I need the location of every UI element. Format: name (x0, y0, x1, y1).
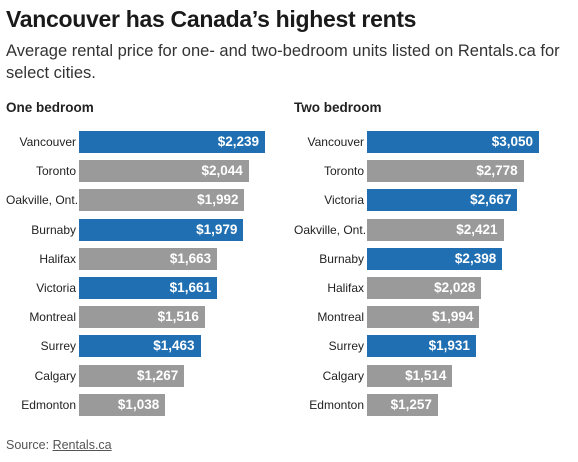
value-label: $1,663 (169, 250, 212, 266)
source-label: Source: (6, 438, 53, 452)
category-label: Montreal (29, 310, 76, 325)
value-label: $2,398 (454, 250, 497, 266)
bar: $1,463 (79, 335, 201, 358)
bar: $2,028 (367, 277, 482, 299)
bar: $2,667 (367, 189, 518, 212)
category-label: Vancouver (19, 135, 76, 149)
source-note: Source: Rentals.ca (6, 438, 112, 452)
bar: $2,778 (367, 160, 524, 183)
category-label: Toronto (35, 164, 76, 179)
category-label: Montreal (317, 310, 364, 325)
category-label: Surrey (328, 339, 364, 354)
category-label: Burnaby (319, 251, 364, 266)
source-link[interactable]: Rentals.ca (52, 438, 112, 452)
value-label: $2,044 (201, 163, 243, 179)
bar: $2,044 (79, 160, 249, 183)
bar: $1,516 (79, 306, 205, 329)
bar: $1,267 (79, 364, 185, 387)
category-label: Halifax (39, 251, 76, 266)
value-label: $1,514 (405, 367, 447, 383)
category-label: Surrey (40, 339, 76, 354)
category-label: Victoria (36, 281, 76, 295)
bar: $1,257 (367, 393, 438, 416)
category-label: Burnaby (31, 222, 76, 237)
value-label: $2,239 (217, 134, 259, 149)
chart-subtitle: Average rental price for one- and two-be… (6, 42, 560, 82)
value-label: $1,257 (390, 396, 432, 412)
bar: $1,038 (79, 393, 166, 416)
category-label: Victoria (324, 193, 364, 208)
value-label: $1,267 (136, 367, 179, 383)
panel-title-one-bedroom: One bedroom (6, 100, 94, 115)
category-label: Vancouver (307, 135, 364, 149)
bar: $3,050 (367, 131, 539, 153)
value-label: $1,463 (153, 338, 195, 354)
value-label: $1,516 (157, 309, 199, 325)
bar: $1,931 (367, 335, 476, 358)
category-label: Calgary (322, 368, 364, 383)
value-label: $1,992 (197, 192, 239, 208)
value-label: $1,979 (196, 221, 238, 237)
bar: $1,663 (79, 247, 218, 270)
value-label: $1,661 (169, 280, 211, 295)
bar: $2,239 (79, 131, 265, 153)
chart-title: Vancouver has Canada’s highest rents (6, 6, 417, 32)
category-label: Oakville, Ont. (6, 193, 79, 208)
value-label: $2,667 (470, 192, 512, 208)
category-label: Toronto (323, 164, 364, 179)
value-label: $1,931 (428, 338, 470, 354)
bar: $1,979 (79, 218, 244, 241)
category-label: Calgary (34, 368, 76, 383)
bar: $1,661 (79, 277, 217, 299)
category-label: Oakville, Ont. (294, 222, 367, 237)
value-label: $2,028 (434, 280, 476, 295)
value-label: $1,038 (117, 396, 160, 412)
panel-title-two-bedroom: Two bedroom (294, 100, 382, 115)
bar: $1,514 (367, 364, 453, 387)
bar: $2,421 (367, 218, 504, 241)
bar: $1,992 (79, 189, 245, 212)
category-label: Halifax (327, 281, 364, 295)
value-label: $2,421 (456, 221, 498, 237)
value-label: $3,050 (491, 134, 533, 149)
value-label: $1,994 (432, 309, 474, 325)
category-label: Edmonton (309, 397, 364, 412)
category-label: Edmonton (21, 397, 76, 412)
bar: $2,398 (367, 247, 503, 270)
value-label: $2,778 (476, 163, 518, 179)
bar: $1,994 (367, 306, 480, 329)
